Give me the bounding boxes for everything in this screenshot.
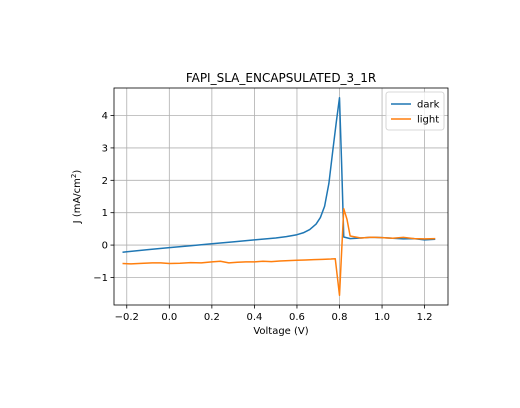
plot-frame [113,87,449,306]
x-tick-label: 1.2 [417,312,433,323]
x-axis-label: Voltage (V) [253,326,308,337]
x-tick-label: 0.8 [332,312,348,323]
series-line-light [122,208,436,297]
legend-label-light: light [417,115,439,126]
series-lines [122,96,436,297]
x-tick-label: 0.0 [161,312,177,323]
y-tick-label: 4 [102,111,108,122]
legend-box [385,91,445,131]
x-tick-label: 0.6 [289,312,305,323]
x-tick-label: 1.0 [374,312,390,323]
y-axis-label-main: J (mA/cm [72,178,83,224]
legend: dark light [385,91,445,131]
y-tick-label: −1 [93,273,108,284]
y-tick-label: 1 [102,208,108,219]
y-tick-label: 0 [102,241,108,252]
x-tick-label: 0.4 [246,312,262,323]
y-axis-label-superscript: 2 [70,174,78,178]
y-tick-label: 2 [102,176,108,187]
chart-title: FAPI_SLA_ENCAPSULATED_3_1R [186,71,376,85]
x-tick-label: 0.2 [204,312,220,323]
legend-label-dark: dark [417,100,440,111]
x-tick-label: −0.2 [115,312,139,323]
y-axis-label-close: ) [72,170,83,174]
axis-ticks: −0.2 0.0 0.2 0.4 0.6 0.8 1.0 1.2 −1 0 1 2 3 4 [93,111,432,323]
y-tick-label: 3 [102,143,108,154]
y-axis-label: J (mA/cm2) [70,170,83,225]
